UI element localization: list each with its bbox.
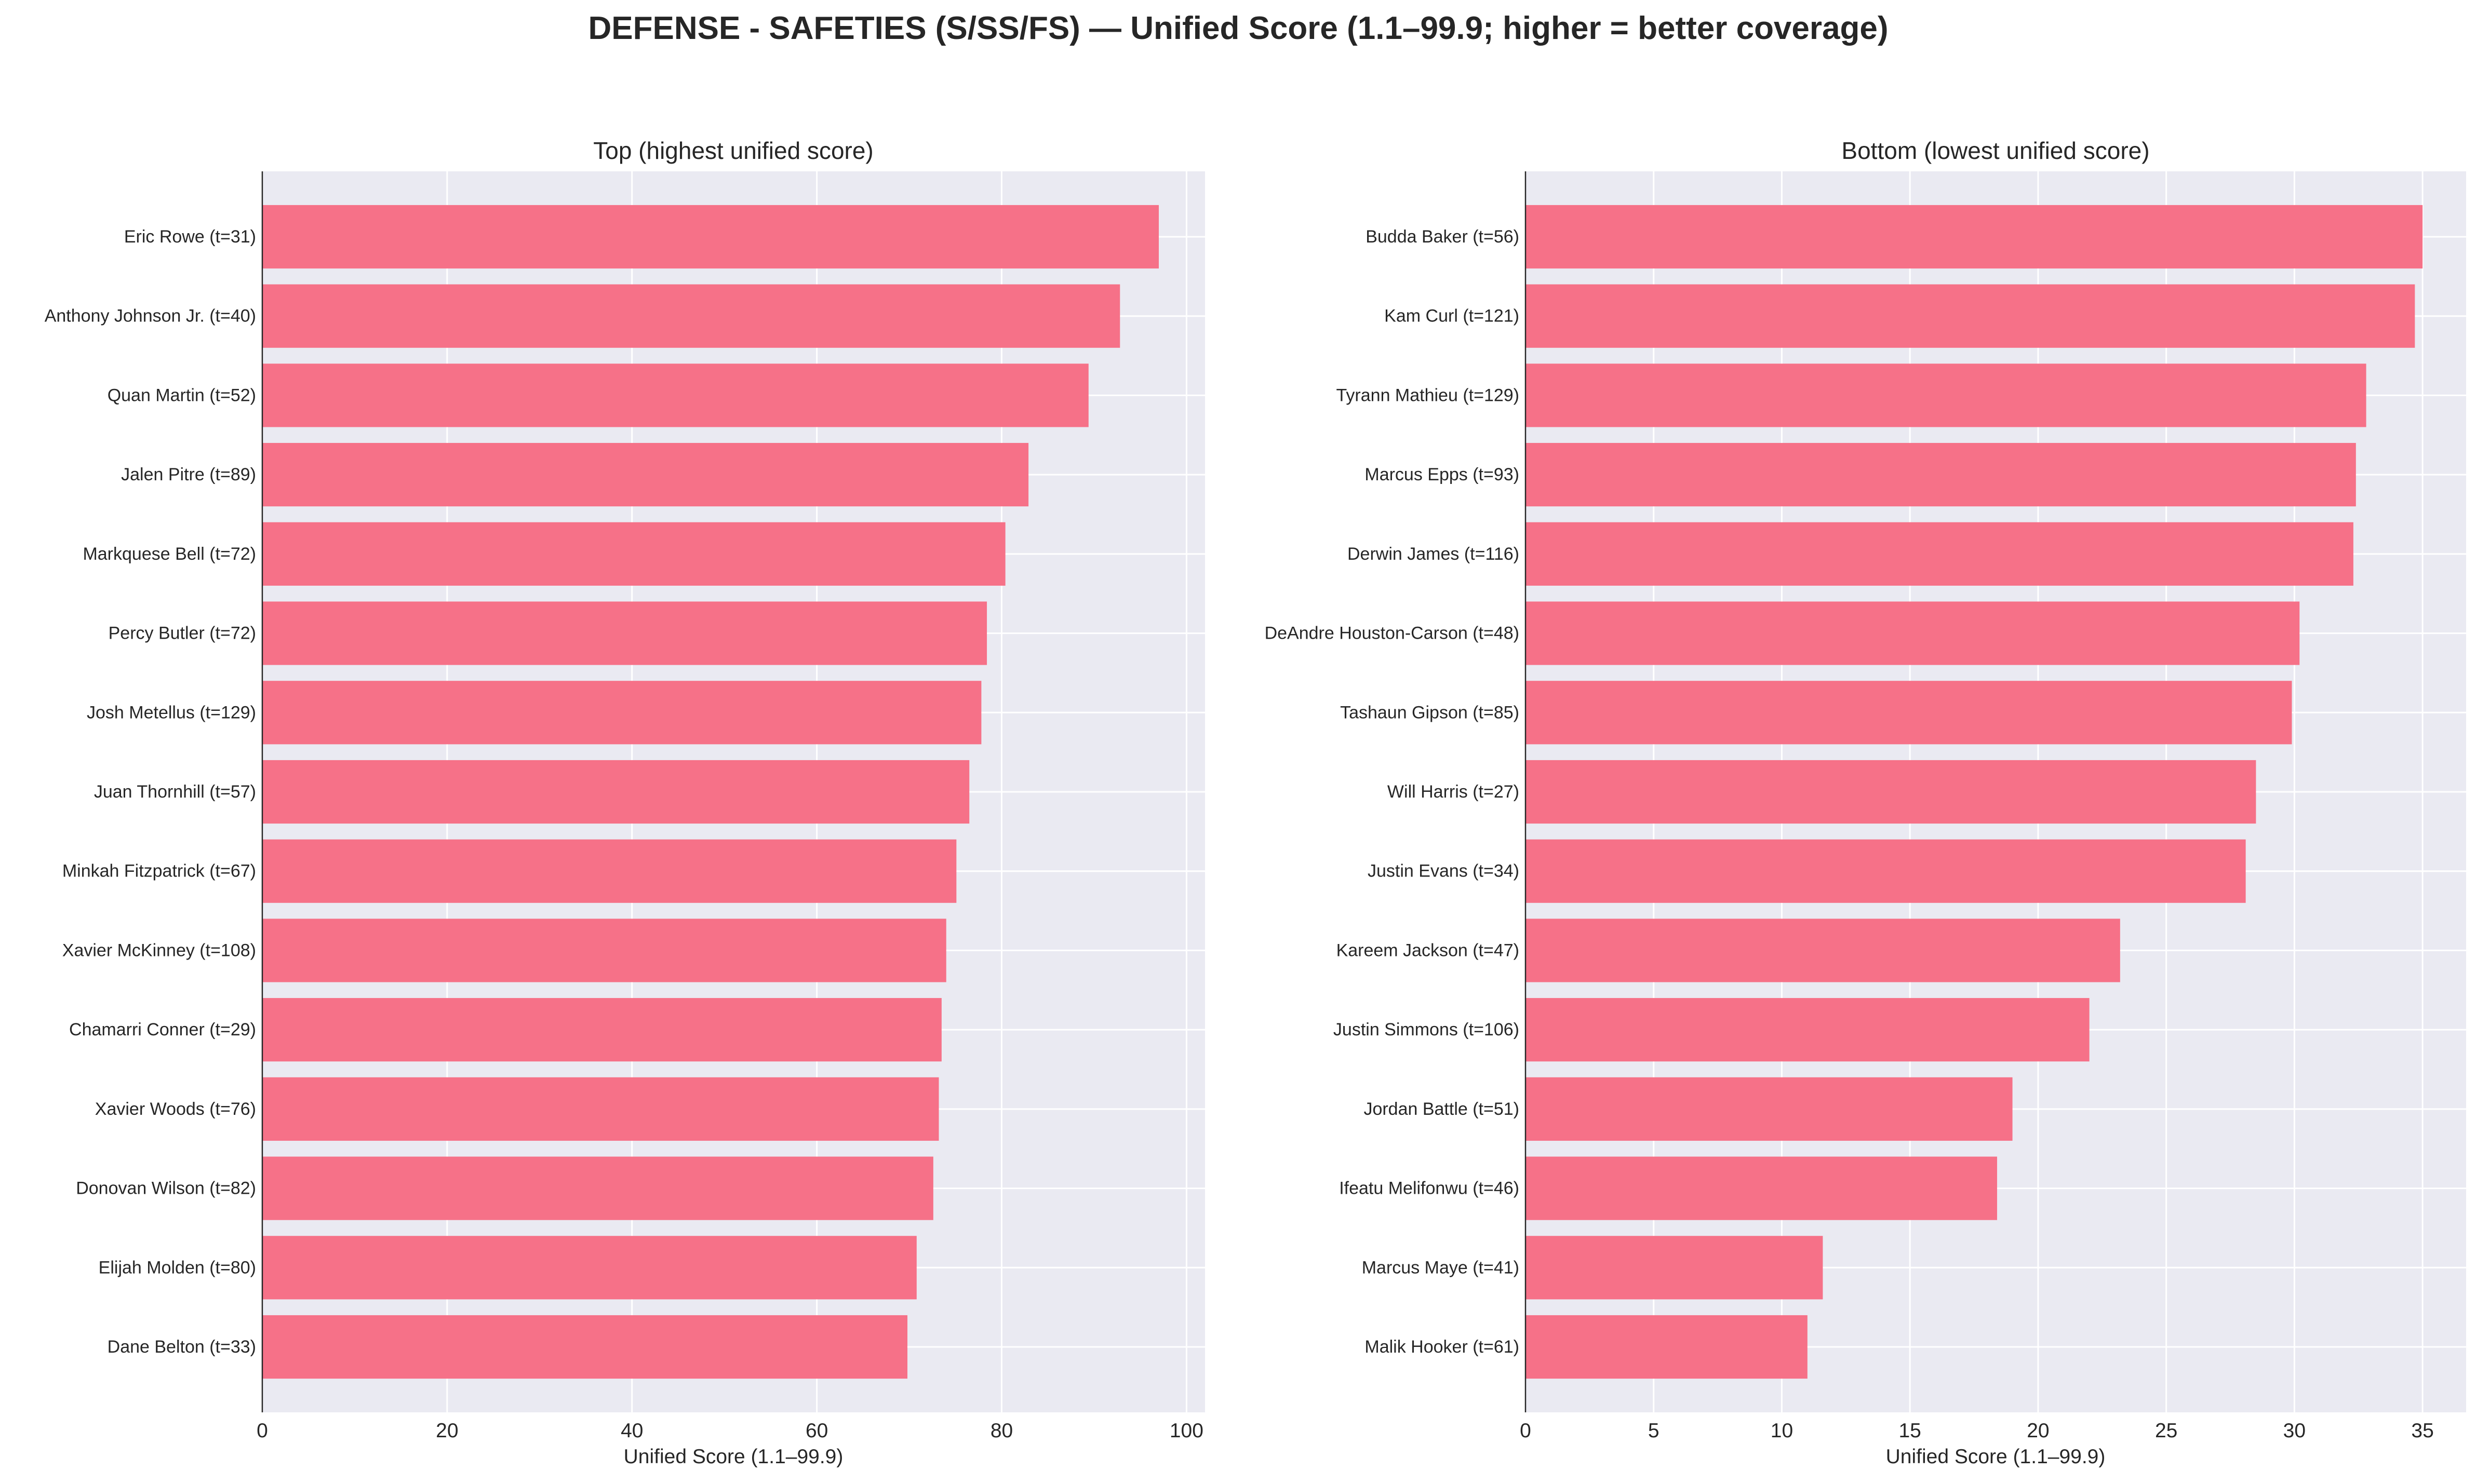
x-tick-label: 25 — [2155, 1420, 2177, 1442]
category-label: Donovan Wilson (t=82) — [76, 1179, 256, 1198]
top-chart-x-axis-label: Unified Score (1.1–99.9) — [624, 1446, 844, 1468]
bar — [1525, 284, 2415, 348]
x-tick-label: 0 — [1520, 1420, 1531, 1442]
bar — [1525, 919, 2120, 982]
category-label: Tashaun Gipson (t=85) — [1340, 703, 1519, 722]
bar — [262, 1315, 908, 1379]
category-label: Percy Butler (t=72) — [109, 624, 256, 643]
x-tick-label: 60 — [806, 1420, 828, 1442]
top-chart-plot: Eric Rowe (t=31) Anthony Johnson Jr. (t=4… — [45, 171, 1205, 1442]
bar — [1525, 839, 2246, 903]
bottom-chart-title: Bottom (lowest unified score) — [1841, 137, 2149, 164]
category-label: Chamarri Conner (t=29) — [69, 1020, 256, 1040]
category-label: Eric Rowe (t=31) — [124, 227, 256, 247]
category-label: Josh Metellus (t=129) — [87, 703, 256, 722]
category-label: Tyrann Mathieu (t=129) — [1336, 385, 1519, 405]
x-tick-label: 30 — [2283, 1420, 2306, 1442]
bottom-chart: Bottom (lowest unified score) Budda Bake… — [1265, 137, 2466, 1468]
x-tick-label: 20 — [436, 1420, 458, 1442]
bar — [1525, 1156, 1997, 1220]
bar — [262, 205, 1159, 269]
bar — [262, 522, 1006, 586]
bar — [262, 601, 987, 665]
category-label: Anthony Johnson Jr. (t=40) — [45, 306, 256, 326]
category-label: Elijah Molden (t=80) — [99, 1258, 256, 1277]
bar — [1525, 1077, 2013, 1141]
category-label: Minkah Fitzpatrick (t=67) — [62, 861, 256, 881]
bar — [262, 363, 1089, 427]
figure-title: DEFENSE - SAFETIES (S/SS/FS) — Unified S… — [588, 10, 1888, 46]
bar — [262, 839, 957, 903]
bar — [262, 1236, 917, 1300]
x-tick-label: 40 — [621, 1420, 643, 1442]
bar — [1525, 601, 2300, 665]
bar — [1525, 681, 2292, 745]
category-label: Ifeatu Melifonwu (t=46) — [1339, 1179, 1519, 1198]
x-tick-label: 80 — [991, 1420, 1013, 1442]
category-label: Xavier Woods (t=76) — [95, 1099, 256, 1119]
bar — [262, 1156, 933, 1220]
bar — [262, 1077, 939, 1141]
bar — [1525, 1236, 1823, 1300]
x-tick-label: 5 — [1648, 1420, 1659, 1442]
bar — [1525, 760, 2256, 824]
category-label: Markquese Bell (t=72) — [83, 544, 256, 564]
category-label: Will Harris (t=27) — [1387, 782, 1519, 802]
category-label: Xavier McKinney (t=108) — [62, 940, 256, 960]
category-label: Marcus Maye (t=41) — [1362, 1258, 1519, 1277]
category-label: Quan Martin (t=52) — [108, 385, 256, 405]
category-label: Justin Evans (t=34) — [1368, 861, 1519, 881]
bar — [262, 998, 942, 1062]
bar — [1525, 522, 2353, 586]
bar — [1525, 205, 2423, 269]
category-label: Jalen Pitre (t=89) — [121, 465, 256, 484]
x-tick-label: 35 — [2411, 1420, 2433, 1442]
bar — [1525, 363, 2366, 427]
category-label: Budda Baker (t=56) — [1366, 227, 1519, 247]
top-chart-title: Top (highest unified score) — [593, 137, 874, 164]
bar — [262, 681, 982, 745]
category-label: Jordan Battle (t=51) — [1363, 1099, 1519, 1119]
x-tick-label: 10 — [1771, 1420, 1793, 1442]
bar — [1525, 443, 2356, 507]
category-label: Dane Belton (t=33) — [108, 1337, 256, 1357]
bar — [262, 760, 970, 824]
category-label: Derwin James (t=116) — [1347, 544, 1519, 564]
x-tick-label: 0 — [257, 1420, 268, 1442]
category-label: Malik Hooker (t=61) — [1364, 1337, 1519, 1357]
bar — [262, 443, 1029, 507]
top-chart: Top (highest unified score) Eric Rowe (t… — [45, 137, 1205, 1468]
category-label: Marcus Epps (t=93) — [1364, 465, 1519, 484]
x-tick-label: 15 — [1898, 1420, 1921, 1442]
category-label: Juan Thornhill (t=57) — [94, 782, 256, 802]
bottom-chart-plot: Budda Baker (t=56) Kam Curl (t=121) Tyrann… — [1265, 171, 2466, 1442]
category-label: Justin Simmons (t=106) — [1333, 1020, 1519, 1040]
category-label: DeAndre Houston-Carson (t=48) — [1265, 624, 1519, 643]
bar — [1525, 1315, 1808, 1379]
bar — [1525, 998, 2090, 1062]
category-label: Kam Curl (t=121) — [1384, 306, 1519, 326]
x-tick-label: 100 — [1170, 1420, 1203, 1442]
bar — [262, 919, 946, 982]
category-label: Kareem Jackson (t=47) — [1336, 940, 1519, 960]
bottom-chart-x-axis-label: Unified Score (1.1–99.9) — [1886, 1446, 2106, 1468]
bar — [262, 284, 1120, 348]
x-tick-label: 20 — [2027, 1420, 2049, 1442]
